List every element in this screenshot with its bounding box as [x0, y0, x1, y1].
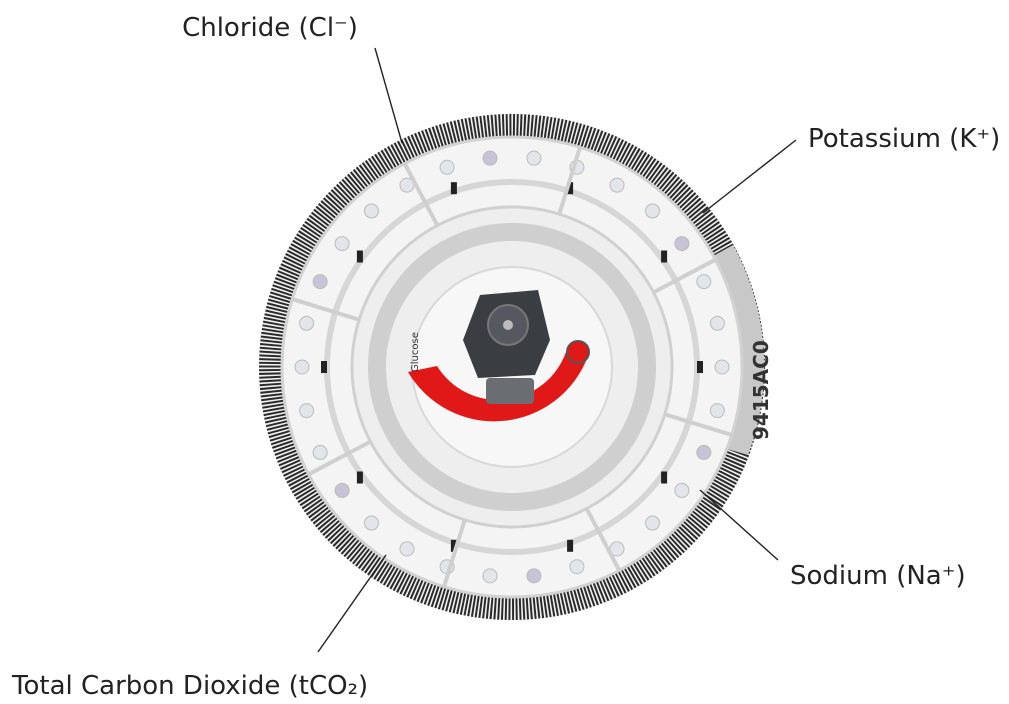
cuvette: [646, 204, 660, 218]
cuvette: [300, 316, 314, 330]
cuvette-slot: [697, 361, 703, 373]
cuvette: [440, 160, 454, 174]
cuvette: [710, 404, 724, 418]
code-text: 9415AC0: [749, 340, 773, 440]
cuvette-slot: [321, 361, 327, 373]
cuvette: [646, 516, 660, 530]
label: Potassium (K⁺): [808, 124, 1000, 154]
leader-line: [700, 490, 778, 560]
cuvette: [300, 404, 314, 418]
cuvette: [710, 316, 724, 330]
cuvette: [527, 569, 541, 583]
hub-base: [486, 378, 534, 404]
cuvette: [570, 560, 584, 574]
rotor: Glucose 9415AC0: [259, 114, 773, 620]
leader-line: [318, 555, 386, 652]
cuvette: [400, 542, 414, 556]
cuvette: [675, 237, 689, 251]
cuvette: [364, 516, 378, 530]
leader-line: [375, 48, 402, 143]
cuvette: [295, 360, 309, 374]
cuvette: [483, 569, 497, 583]
glucose-text: Glucose: [410, 332, 421, 372]
cuvette-slot: [661, 472, 667, 484]
cuvette: [364, 204, 378, 218]
label: Chloride (Cl⁻): [182, 13, 358, 43]
cuvette: [313, 275, 327, 289]
sample-port: [567, 341, 589, 363]
label: Sodium (Na⁺): [790, 561, 966, 591]
cuvette: [697, 445, 711, 459]
cuvette: [483, 151, 497, 165]
cuvette: [335, 237, 349, 251]
cuvette: [335, 483, 349, 497]
cuvette: [675, 483, 689, 497]
cuvette-slot: [661, 250, 667, 262]
hub-pin: [503, 320, 513, 330]
label: Total Carbon Dioxide (tCO₂): [11, 671, 368, 701]
cuvette: [527, 151, 541, 165]
cuvette-slot: [357, 472, 363, 484]
cuvette: [313, 445, 327, 459]
cuvette-slot: [357, 250, 363, 262]
cuvette: [697, 275, 711, 289]
diagram: Glucose 9415AC0 Chloride (Cl⁻) Potassium…: [0, 0, 1009, 704]
cuvette-slot: [451, 182, 457, 194]
cuvette: [715, 360, 729, 374]
cuvette-slot: [567, 540, 573, 552]
cuvette: [610, 178, 624, 192]
leader-line: [703, 140, 796, 213]
